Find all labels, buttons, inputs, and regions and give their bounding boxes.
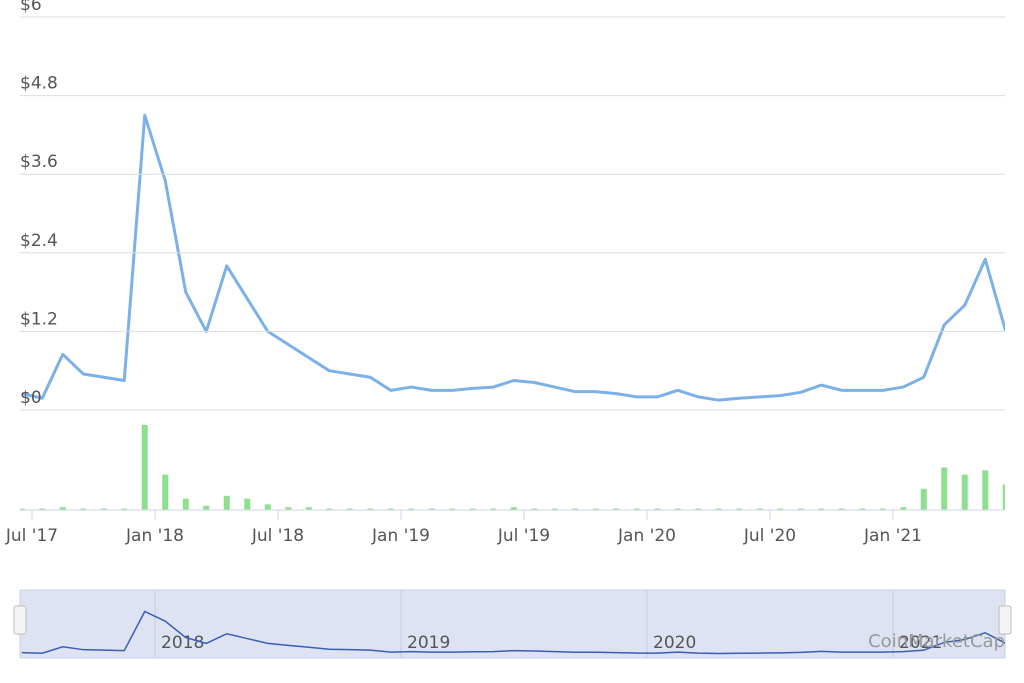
volume-bar [490, 508, 497, 510]
navigator-tick-label: 2020 [653, 633, 696, 653]
volume-bar [510, 507, 517, 510]
volume-bar [367, 508, 374, 510]
volume-bar [305, 507, 312, 510]
volume-bar [387, 508, 394, 510]
volume-bar [1002, 484, 1005, 510]
price-line [21, 113, 1005, 402]
volume-bar [20, 508, 25, 510]
y-tick-label: $6 [20, 0, 42, 15]
x-tick-label: Jul '18 [251, 526, 304, 546]
volume-bar [223, 495, 230, 510]
volume-bar [982, 470, 989, 510]
volume-bar [285, 507, 292, 510]
volume-bar [346, 508, 353, 510]
volume-bar [838, 508, 845, 510]
y-tick-label: $1.2 [20, 309, 58, 329]
volume-bar [941, 467, 948, 510]
volume-bar [859, 508, 866, 510]
volume-bar [818, 508, 825, 510]
volume-bar [797, 508, 804, 510]
volume-bar [633, 508, 640, 510]
volume-bar [203, 505, 210, 510]
volume-bar [121, 508, 128, 510]
volume-bar [961, 474, 968, 510]
volume-bar [162, 474, 169, 510]
volume-bar [100, 508, 107, 510]
volume-bar [592, 508, 599, 510]
volume-bar [900, 507, 907, 510]
volume-bar [141, 425, 148, 510]
volume-bar [756, 508, 763, 510]
volume-bar [674, 508, 681, 510]
x-tick-label: Jan '18 [125, 526, 184, 546]
volume-bar [244, 498, 251, 510]
volume-bar [695, 508, 702, 510]
y-tick-label: $4.8 [20, 74, 58, 94]
volume-bar [469, 508, 476, 510]
volume-bar [326, 508, 333, 510]
volume-bar [572, 508, 579, 510]
navigator-tick-label: 2018 [161, 633, 204, 653]
navigator-line [21, 610, 1005, 655]
volume-bar [920, 488, 927, 510]
watermark: CoinMarketCap [868, 631, 1005, 652]
volume-bar [879, 508, 886, 510]
x-tick-label: Jan '21 [863, 526, 922, 546]
volume-bar [264, 504, 271, 510]
x-tick-label: Jul '17 [5, 526, 58, 546]
x-tick-label: Jan '19 [371, 526, 430, 546]
volume-bar [428, 508, 435, 510]
volume-bar [449, 508, 456, 510]
volume-bar [736, 508, 743, 510]
navigator-background [19, 589, 1006, 659]
x-tick-label: Jul '20 [743, 526, 796, 546]
volume-bar [408, 508, 415, 510]
navigator-handle[interactable] [13, 605, 27, 635]
y-tick-label: $3.6 [20, 152, 58, 172]
volume-bar [654, 508, 661, 510]
volume-bar [59, 507, 66, 510]
volume-bar [715, 508, 722, 510]
volume-bar [613, 508, 620, 510]
navigator-handle[interactable] [998, 605, 1012, 635]
volume-bar [182, 498, 189, 510]
x-tick-label: Jul '19 [497, 526, 550, 546]
volume-bar [531, 508, 538, 510]
x-tick-label: Jan '20 [617, 526, 676, 546]
volume-bar [80, 508, 87, 510]
navigator-tick-label: 2019 [407, 633, 450, 653]
volume-bar [777, 508, 784, 510]
volume-bar [551, 508, 558, 510]
y-tick-label: $0 [20, 388, 42, 408]
volume-bar [39, 508, 46, 510]
y-tick-label: $2.4 [20, 231, 58, 251]
